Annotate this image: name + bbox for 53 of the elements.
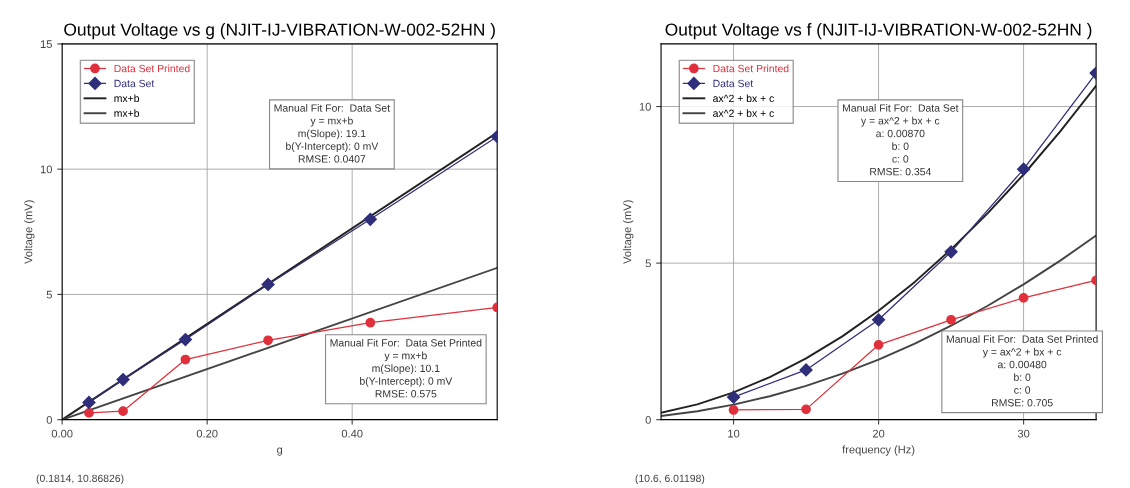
point <box>363 212 377 226</box>
text: (10.6, 6.01198) <box>635 474 705 485</box>
annotation: Manual Fit For: Data Set y = ax^2 + bx + c a: 0.00870 b: 0 c: 0 RMSE: 0.354 <box>843 104 959 176</box>
y-axis-title: Voltage (mV) <box>24 200 35 264</box>
point <box>84 408 94 418</box>
text: (0.1814, 10.86826) <box>36 474 124 485</box>
point <box>180 354 191 365</box>
point <box>116 373 130 387</box>
point <box>728 405 739 415</box>
point <box>1018 293 1029 303</box>
x-axis-title: frequency (Hz) <box>842 445 915 456</box>
y-tick-label: 0 <box>46 415 52 424</box>
annotation: Manual Fit For: Data Set Printed y = ax^2 + bx + c a: 0.00480 b: 0 c: 0 RMSE: 0.705 <box>946 335 1098 407</box>
point <box>871 313 886 327</box>
legend-label: Data Set <box>713 79 754 88</box>
legend-label: mx+b <box>114 94 140 103</box>
x-tick-label: 20 <box>872 429 885 438</box>
point <box>263 335 273 346</box>
y-tick-label: 15 <box>40 40 52 49</box>
legend-label: Data Set Printed <box>713 64 789 73</box>
legend-label: Data Set Printed <box>114 64 190 73</box>
point <box>726 390 741 404</box>
x-axis-title: g <box>277 447 283 456</box>
legend-label: ax^2 + bx + c <box>713 109 774 117</box>
point <box>118 406 128 417</box>
y-tick-label: 0 <box>645 415 651 424</box>
chart-title: Output Voltage vs g (NJIT-IJ-VIBRATION-W-002-52HN ) <box>64 23 495 40</box>
x-tick-label: 10 <box>728 429 740 438</box>
point <box>873 339 884 350</box>
x-tick-label: 30 <box>1017 429 1030 438</box>
legend-label: Data Set <box>114 79 155 88</box>
x-tick-label: 0.00 <box>51 429 73 438</box>
annotation: Manual Fit For: Data Set Printed y = mx+b m(Slope): 10.1 b(Y-Intercept): 0 mV RMSE: 0.575 <box>330 338 482 398</box>
point <box>178 332 193 347</box>
point <box>261 277 275 291</box>
y-tick-label: 10 <box>639 102 651 111</box>
y-tick-label: 10 <box>40 165 52 174</box>
point <box>801 404 811 415</box>
point <box>1017 162 1031 176</box>
y-axis-title: Voltage (mV) <box>623 200 634 264</box>
y-tick-label: 5 <box>46 290 52 299</box>
legend-label: mx+b <box>114 109 140 117</box>
point <box>799 363 813 377</box>
legend-label: ax^2 + bx + c <box>713 94 774 103</box>
chart-title: Output Voltage vs f (NJIT-IJ-VIBRATION-W-002-52HN ) <box>665 23 1092 40</box>
y-tick-label: 5 <box>645 259 651 268</box>
point <box>944 245 958 259</box>
point <box>365 317 376 328</box>
point <box>946 314 956 325</box>
x-tick-label: 0.40 <box>341 429 363 438</box>
point <box>82 395 96 409</box>
x-tick-label: 0.20 <box>196 429 218 438</box>
annotation: Manual Fit For: Data Set y = mx+b m(Slope): 19.1 b(Y-Intercept): 0 mV RMSE: 0.0407 <box>274 104 390 163</box>
